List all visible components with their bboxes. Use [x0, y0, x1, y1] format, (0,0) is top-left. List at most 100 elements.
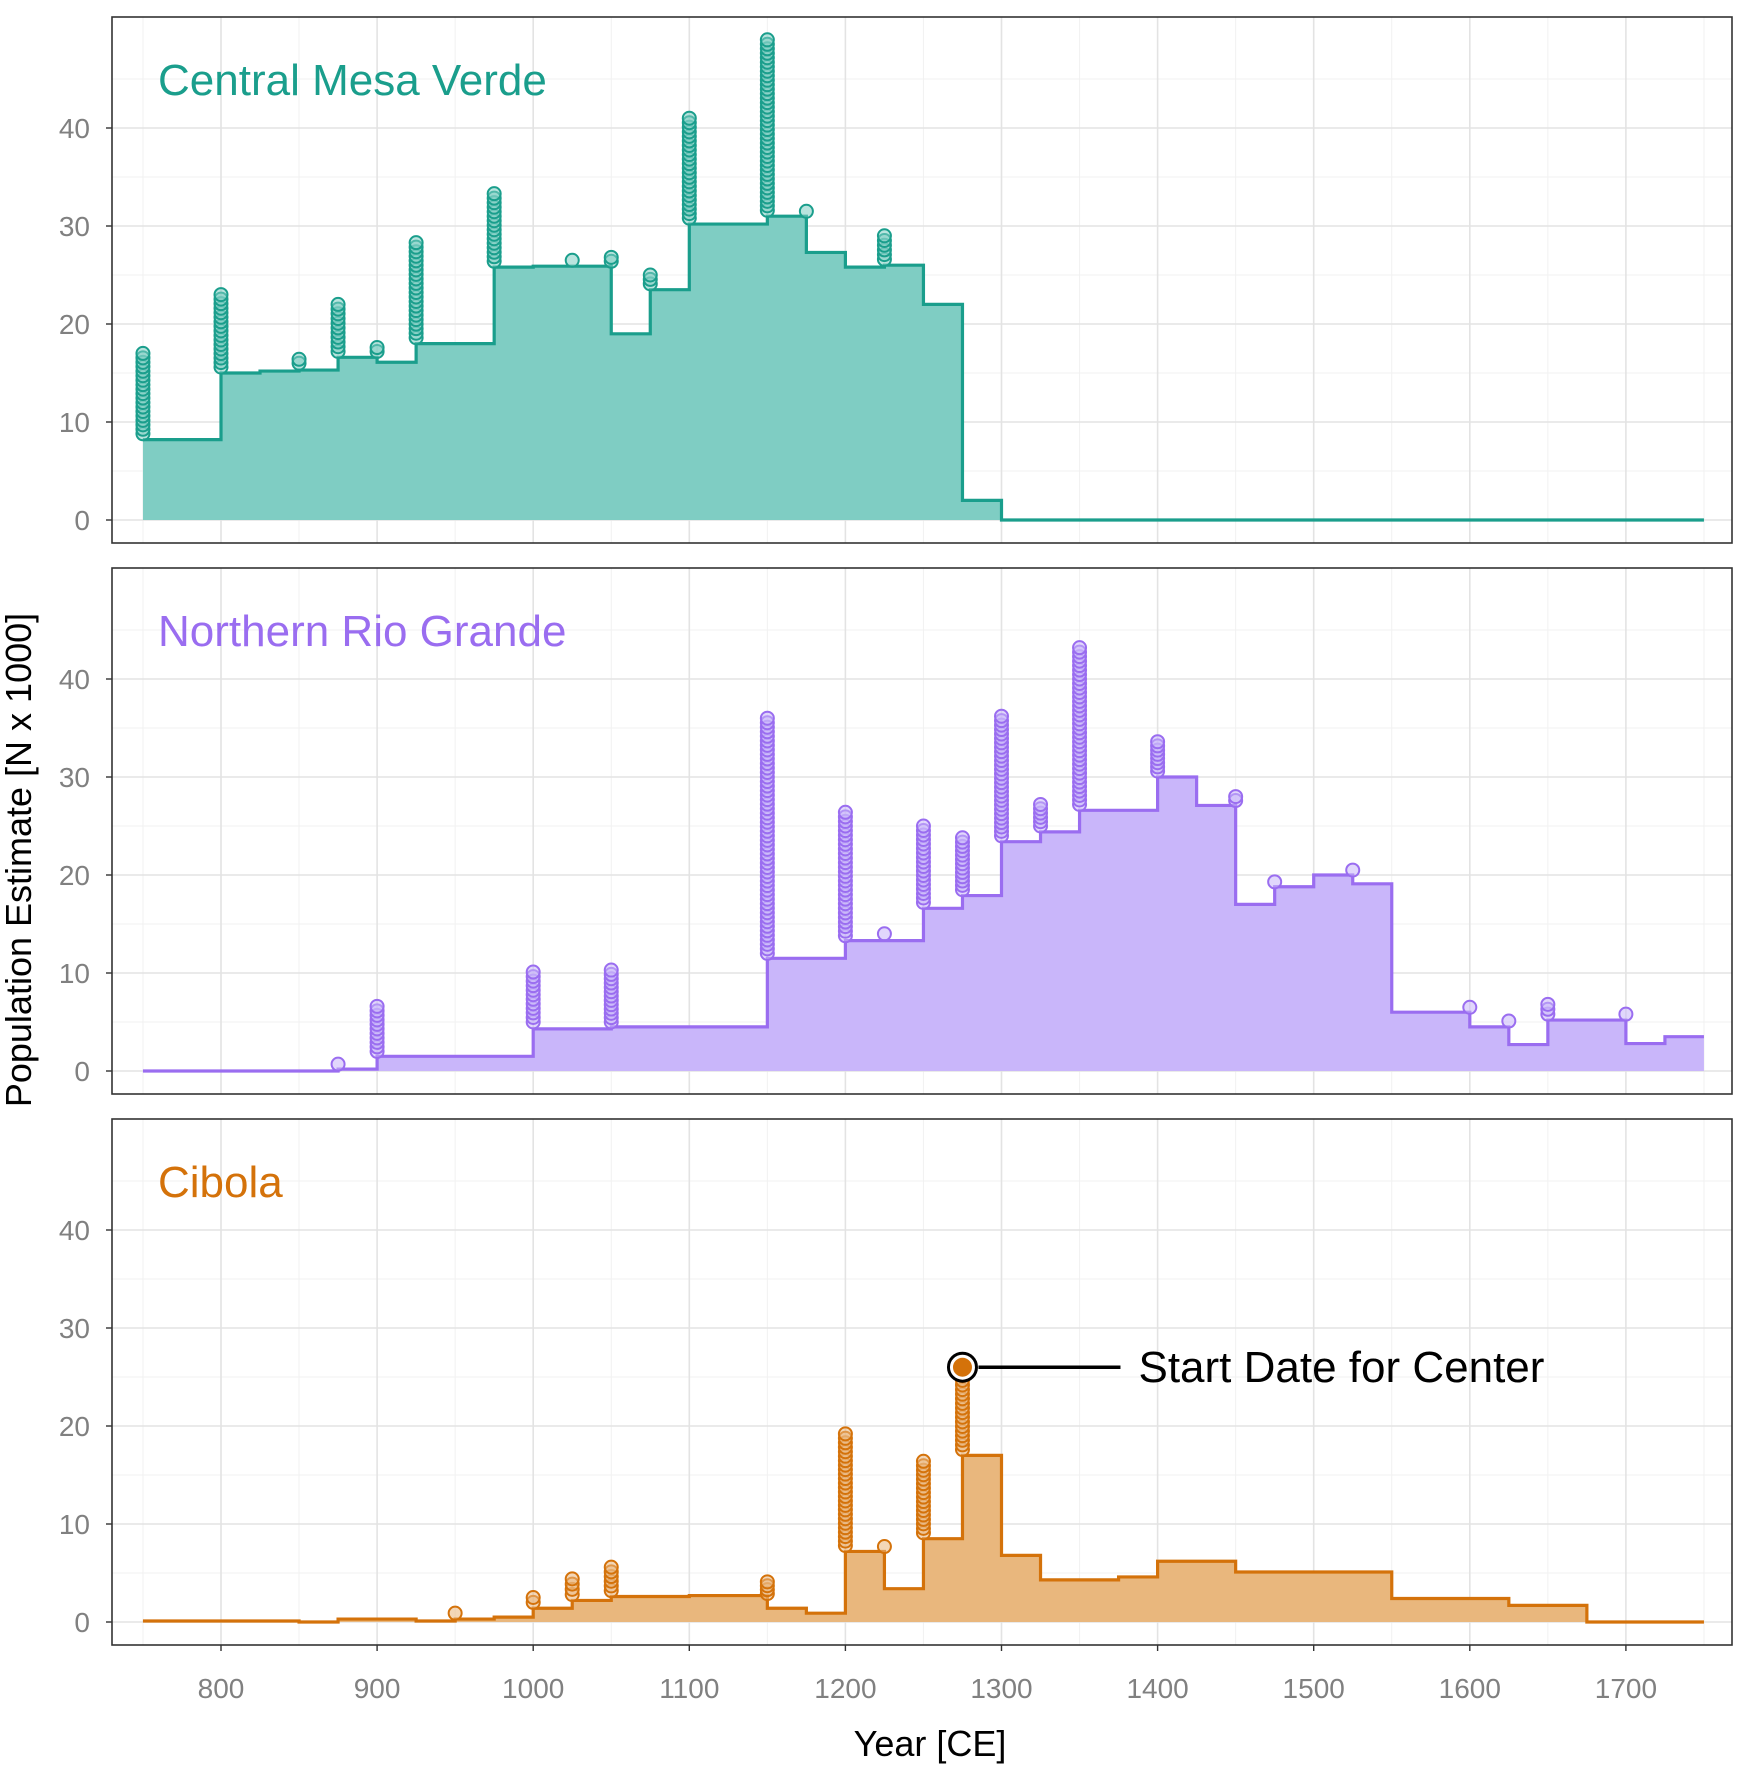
panel-title: Northern Rio Grande [158, 607, 566, 656]
point-stack [642, 267, 658, 292]
point-stack [603, 962, 619, 1030]
point-stack [876, 1539, 892, 1555]
point-stack [135, 345, 151, 442]
point-stack [759, 1574, 775, 1602]
point-stack [564, 252, 580, 268]
x-tick-label: 1500 [1283, 1673, 1345, 1704]
point-stack [564, 1571, 580, 1603]
data-point [135, 345, 151, 361]
point-stack [330, 296, 346, 359]
panel-frame [111, 16, 1733, 544]
x-tick-label: 1100 [659, 1673, 719, 1704]
y-tick-label: 10 [59, 407, 90, 438]
point-stack [330, 1056, 346, 1072]
point-stack [408, 235, 424, 346]
data-point [213, 287, 229, 303]
data-point [954, 830, 970, 846]
point-stack [447, 1605, 463, 1621]
data-point [447, 1605, 463, 1621]
point-stack [603, 249, 619, 269]
data-point [525, 964, 541, 980]
annotation-layer: Start Date for Center [946, 1343, 1544, 1392]
point-stack [1501, 1013, 1517, 1029]
point-stack [1150, 734, 1166, 779]
x-tick-label: 1200 [814, 1673, 876, 1704]
panel-title: Cibola [158, 1158, 283, 1207]
x-tick-label: 1300 [970, 1673, 1032, 1704]
point-stack [1033, 796, 1049, 834]
data-point [1150, 734, 1166, 750]
data-point [1540, 996, 1556, 1012]
data-point [759, 1574, 775, 1590]
point-stack [876, 228, 892, 267]
y-tick-label: 10 [59, 1509, 90, 1540]
y-tick-label: 40 [59, 1215, 90, 1246]
data-point [876, 1539, 892, 1555]
point-stack [994, 708, 1009, 844]
panel-title: Central Mesa Verde [158, 56, 547, 105]
x-tick-label: 1700 [1595, 1673, 1657, 1704]
data-point [486, 186, 502, 202]
point-stack [759, 32, 775, 218]
x-tick-label: 1000 [502, 1673, 564, 1704]
point-stack [837, 1426, 853, 1554]
data-point [1267, 874, 1283, 890]
point-stack [1618, 1006, 1634, 1022]
data-point [994, 708, 1009, 724]
point-stack [369, 998, 385, 1059]
data-point [603, 249, 619, 265]
point-stack [1540, 996, 1556, 1022]
annotation-marker-point [952, 1357, 972, 1377]
y-tick-label: 20 [59, 860, 90, 891]
point-stack [915, 818, 931, 910]
y-tick-label: 10 [59, 958, 90, 989]
x-axis-title: Year [CE] [854, 1723, 1007, 1764]
data-point [564, 252, 580, 268]
step-line [142, 214, 1704, 522]
y-tick-label: 30 [59, 211, 90, 242]
data-point [1228, 789, 1244, 805]
data-point [291, 351, 307, 367]
y-axis-title: Population Estimate [N x 1000] [0, 613, 39, 1107]
point-stack [486, 186, 502, 269]
step-area-fill [142, 216, 1704, 520]
data-point [1033, 796, 1049, 812]
data-point [330, 1056, 346, 1072]
data-point [798, 203, 814, 219]
data-point [1072, 640, 1088, 656]
data-point [408, 235, 424, 251]
data-point [915, 1453, 931, 1469]
point-stack [1267, 874, 1283, 890]
data-point [525, 1590, 541, 1605]
y-tick-label: 20 [59, 1411, 90, 1442]
y-tick-label: 0 [74, 1607, 90, 1638]
data-point [603, 962, 619, 978]
point-stack [798, 203, 814, 219]
data-point [642, 267, 658, 283]
x-tick-label: 1400 [1126, 1673, 1188, 1704]
point-stack [837, 804, 853, 944]
data-point [876, 926, 892, 942]
y-tick-label: 30 [59, 762, 90, 793]
point-stack [603, 1559, 619, 1599]
data-point [681, 110, 697, 126]
point-stack [876, 926, 892, 942]
y-tick-label: 40 [59, 113, 90, 144]
annotation-label: Start Date for Center [1138, 1343, 1544, 1392]
panel-frame [111, 567, 1733, 1095]
point-stack [1462, 999, 1478, 1015]
data-point [1618, 1006, 1634, 1022]
data-point [837, 804, 853, 820]
point-stack [213, 287, 229, 375]
point-stack [525, 964, 541, 1030]
data-layer [135, 32, 1704, 1624]
x-tick-label: 800 [198, 1673, 245, 1704]
y-tick-label: 40 [59, 664, 90, 695]
data-point [369, 998, 385, 1014]
y-tick-label: 20 [59, 309, 90, 340]
data-point [759, 32, 775, 48]
data-point [759, 710, 775, 726]
point-stack [1345, 862, 1361, 878]
data-point [1501, 1013, 1517, 1029]
